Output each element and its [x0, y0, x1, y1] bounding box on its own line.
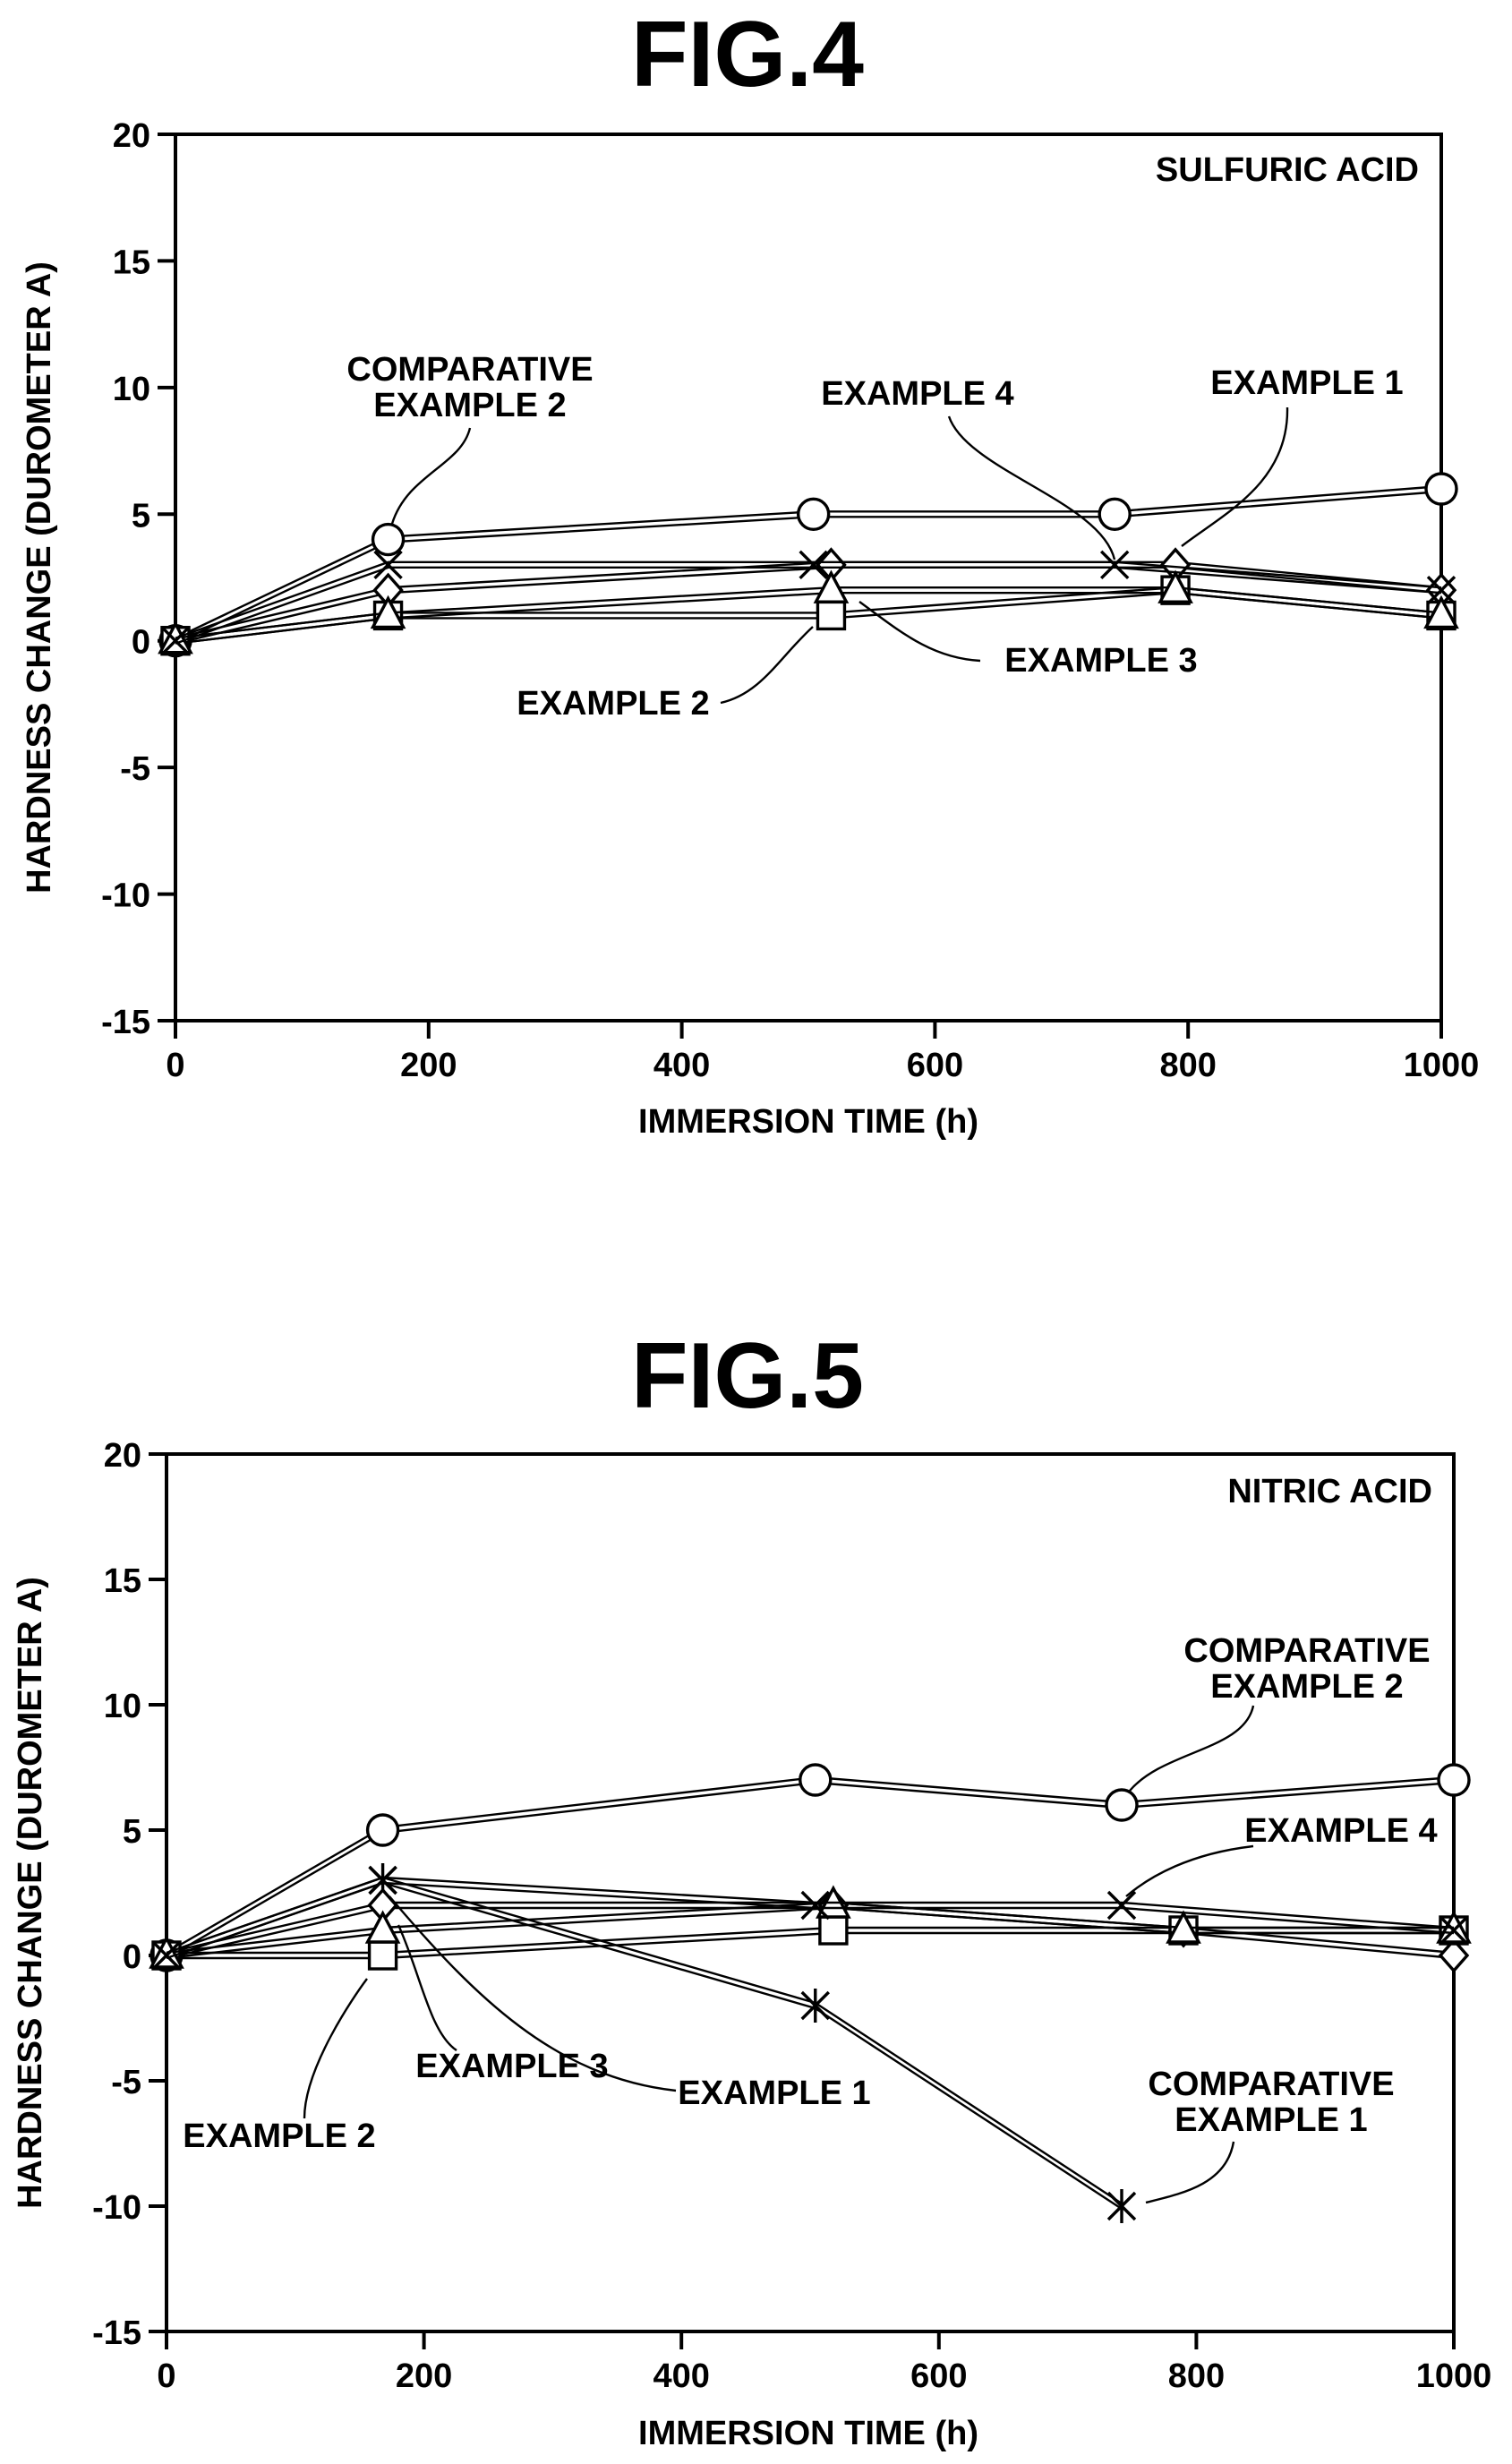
fig5-label-comparative-example-2-line1: COMPARATIVE — [1183, 1632, 1430, 1670]
fig5-label-example-1: EXAMPLE 1 — [678, 2075, 870, 2112]
fig5-leader-comparative-example-2 — [1130, 1706, 1253, 1791]
fig5-x-tick-label: 400 — [653, 2357, 709, 2395]
fig4-point-comparative-example-2 — [799, 499, 829, 529]
fig4-leader-example-1 — [1182, 407, 1287, 546]
fig4-x-tick-label: 400 — [653, 1047, 710, 1084]
fig4-x-tick-label: 1000 — [1404, 1047, 1480, 1084]
chart-fig5: FIG.5 -15 -10 -5 0 5 10 15 20 0 200 400 600 800 1000… — [12, 1324, 1491, 2452]
fig4-x-tick-label: 600 — [907, 1047, 963, 1084]
fig5-point-comparative-example-1 — [1108, 2189, 1135, 2223]
fig4-label-example-2: EXAMPLE 2 — [517, 685, 709, 723]
fig5-label-comparative-example-2-line2: EXAMPLE 2 — [1210, 1668, 1403, 1706]
fig5-acid-label: NITRIC ACID — [1227, 1473, 1432, 1510]
fig4-label-example-4: EXAMPLE 4 — [821, 375, 1013, 413]
fig5-point-comparative-example-2 — [1439, 1765, 1469, 1795]
fig4-y-tick-label: 20 — [113, 117, 150, 155]
fig4-x-axis-label: IMMERSION TIME (h) — [638, 1103, 978, 1141]
fig5-leader-example-2 — [304, 1979, 367, 2118]
fig4-leader-example-4 — [949, 416, 1115, 560]
chart-fig4: FIG.4 -15 -10 -5 0 5 10 15 20 0 200 400 600 800 1000… — [21, 3, 1479, 1141]
fig4-label-comparative-example-2-line2: EXAMPLE 2 — [373, 387, 566, 424]
fig4-point-example-2 — [817, 602, 844, 629]
fig4-series-example-4 — [162, 552, 1455, 654]
fig4-x-tick-label: 800 — [1159, 1047, 1216, 1084]
fig5-series-line-comparative-example-2-outline — [167, 1783, 1454, 1958]
fig5-label-example-4: EXAMPLE 4 — [1244, 1812, 1437, 1850]
fig5-y-tick-label: -15 — [92, 2314, 141, 2352]
fig5-point-example-4 — [1108, 1892, 1135, 1919]
fig5-y-axis-label: HARDNESS CHANGE (DUROMETER A) — [12, 1577, 49, 2209]
fig4-title: FIG.4 — [631, 3, 864, 107]
fig4-y-tick-label: -5 — [120, 750, 150, 788]
fig5-title: FIG.5 — [631, 1324, 864, 1428]
fig4-point-example-4 — [1101, 552, 1128, 578]
fig5-x-tick-label: 200 — [396, 2357, 452, 2395]
fig5-y-axis: -15 -10 -5 0 5 10 15 20 — [92, 1437, 167, 2352]
fig4-label-comparative-example-2-line1: COMPARATIVE — [346, 351, 593, 389]
fig5-y-tick-label: -5 — [111, 2064, 141, 2101]
fig4-y-axis: -15 -10 -5 0 5 10 15 20 — [101, 117, 175, 1041]
fig4-label-example-3: EXAMPLE 3 — [1004, 642, 1197, 680]
fig5-point-comparative-example-2 — [368, 1815, 398, 1845]
fig5-series-comparative-example-2 — [151, 1765, 1469, 1971]
fig4-leader-comparative-example-2 — [392, 428, 470, 524]
fig5-series-line-comparative-example-2 — [167, 1777, 1454, 1953]
fig4-x-axis: 0 200 400 600 800 1000 — [166, 1021, 1479, 1084]
fig4-acid-label: SULFURIC ACID — [1156, 151, 1419, 189]
fig5-y-tick-label: 0 — [123, 1938, 141, 1976]
fig5-label-example-3: EXAMPLE 3 — [415, 2048, 608, 2085]
fig4-x-tick-label: 0 — [166, 1047, 184, 1084]
fig4-point-comparative-example-2 — [373, 525, 404, 555]
fig4-series-example-1 — [162, 550, 1455, 656]
fig5-y-tick-label: 20 — [104, 1437, 141, 1475]
fig4-point-comparative-example-2 — [1426, 474, 1456, 504]
fig5-y-tick-label: 10 — [104, 1688, 141, 1725]
fig5-x-tick-label: 0 — [157, 2357, 175, 2395]
fig5-plot-frame — [167, 1454, 1454, 2331]
fig5-point-example-2 — [370, 1942, 397, 1969]
fig4-y-tick-label: 0 — [132, 624, 150, 662]
fig4-label-example-1: EXAMPLE 1 — [1210, 364, 1403, 402]
fig5-series-line-example-3-outline — [167, 1908, 1454, 1958]
fig5-x-axis-label: IMMERSION TIME (h) — [638, 2415, 978, 2452]
fig4-y-tick-label: 15 — [113, 244, 150, 281]
fig5-series-comparative-example-1 — [153, 1863, 1135, 2223]
fig5-leader-example-4 — [1126, 1846, 1253, 1896]
fig4-series-comparative-example-2 — [160, 474, 1456, 656]
fig4-y-tick-label: -10 — [101, 877, 150, 915]
fig5-x-tick-label: 600 — [910, 2357, 967, 2395]
fig4-y-axis-label: HARDNESS CHANGE (DUROMETER A) — [21, 261, 58, 894]
fig5-leader-comparative-example-1 — [1146, 2142, 1234, 2203]
fig5-series-line-example-4 — [167, 1878, 1454, 1953]
fig5-point-example-2 — [820, 1917, 847, 1944]
fig4-y-tick-label: 10 — [113, 371, 150, 408]
fig5-label-example-2: EXAMPLE 2 — [183, 2118, 375, 2155]
fig4-y-tick-label: 5 — [132, 497, 150, 535]
fig5-label-comparative-example-1-line1: COMPARATIVE — [1148, 2066, 1394, 2103]
fig5-y-tick-label: -10 — [92, 2189, 141, 2227]
fig4-point-comparative-example-2 — [1099, 499, 1130, 529]
fig4-leader-example-2 — [721, 627, 813, 703]
fig5-series-line-comparative-example-1-outline — [167, 1883, 1122, 2209]
fig5-x-tick-label: 800 — [1168, 2357, 1225, 2395]
fig5-y-tick-label: 15 — [104, 1562, 141, 1600]
fig5-x-axis: 0 200 400 600 800 1000 — [157, 2331, 1491, 2395]
fig5-y-tick-label: 5 — [123, 1813, 141, 1851]
fig5-leader-example-3 — [398, 1925, 457, 2050]
fig4-leader-example-3 — [859, 602, 980, 661]
fig5-series-example-2 — [153, 1917, 1467, 1969]
fig5-x-tick-label: 1000 — [1416, 2357, 1492, 2395]
fig5-point-comparative-example-2 — [800, 1765, 831, 1795]
fig5-series-line-example-4-outline — [167, 1883, 1454, 1958]
fig5-point-comparative-example-2 — [1106, 1790, 1137, 1820]
fig4-series-group — [160, 474, 1456, 656]
fig5-label-comparative-example-1-line2: EXAMPLE 1 — [1175, 2101, 1367, 2139]
fig4-x-tick-label: 200 — [400, 1047, 457, 1084]
fig4-y-tick-label: -15 — [101, 1004, 150, 1041]
